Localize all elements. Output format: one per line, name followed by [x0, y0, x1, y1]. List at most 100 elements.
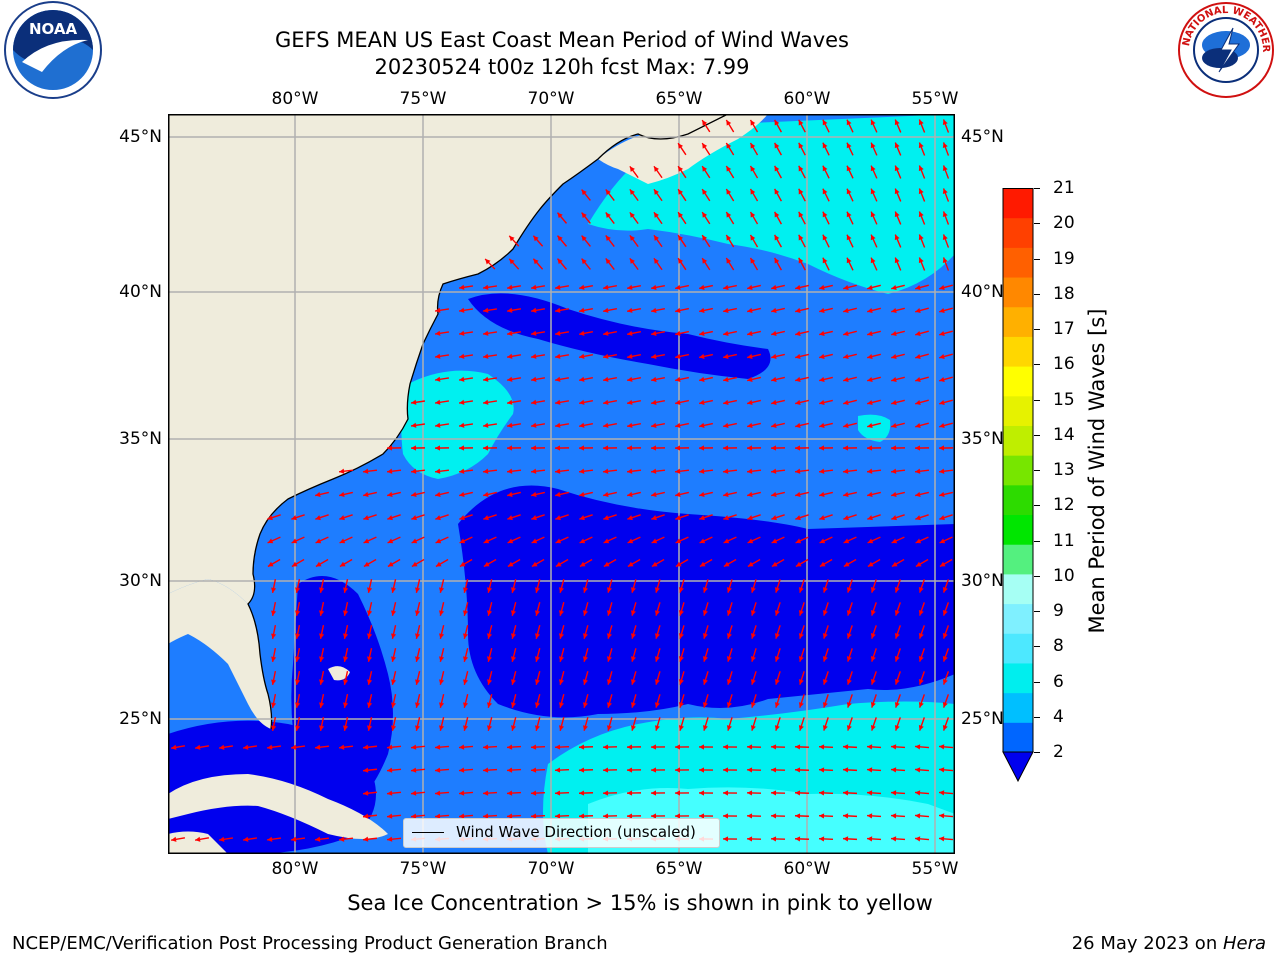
- direction-arrow: [726, 648, 733, 662]
- direction-arrow: [795, 536, 809, 544]
- direction-arrow: [894, 579, 901, 593]
- direction-arrow: [798, 165, 806, 179]
- direction-arrow: [698, 744, 714, 750]
- direction-arrow: [918, 257, 926, 271]
- direction-arrow: [774, 717, 781, 731]
- direction-arrow: [482, 284, 498, 290]
- direction-arrow: [702, 625, 709, 639]
- direction-arrow: [891, 376, 905, 383]
- direction-arrow: [749, 257, 759, 271]
- direction-arrow: [482, 813, 498, 819]
- direction-arrow: [818, 445, 834, 451]
- direction-arrow: [723, 514, 737, 521]
- direction-arrow: [362, 744, 378, 750]
- direction-arrow: [891, 491, 905, 497]
- direction-arrow: [650, 422, 666, 428]
- direction-arrow: [870, 257, 878, 271]
- direction-arrow: [626, 744, 642, 750]
- direction-arrow: [458, 399, 474, 405]
- direction-arrow: [939, 514, 953, 521]
- direction-arrow: [510, 579, 517, 593]
- direction-arrow: [866, 445, 882, 451]
- land-caribbean: [168, 831, 228, 854]
- direction-arrow: [319, 602, 325, 616]
- direction-arrow: [439, 648, 445, 662]
- direction-arrow: [819, 422, 833, 428]
- direction-arrow: [918, 602, 926, 616]
- direction-arrow: [650, 744, 666, 750]
- direction-arrow: [699, 514, 713, 521]
- direction-arrow: [750, 671, 757, 685]
- direction-arrow: [938, 468, 954, 474]
- direction-arrow: [918, 694, 926, 708]
- direction-arrow: [486, 579, 493, 593]
- direction-arrow: [626, 376, 642, 382]
- top-lon-label: 55°W: [911, 89, 959, 109]
- direction-arrow: [581, 258, 591, 270]
- direction-arrow: [391, 579, 397, 593]
- direction-arrow: [822, 211, 830, 225]
- direction-arrow: [170, 744, 186, 750]
- direction-arrow: [747, 284, 761, 290]
- direction-arrow: [822, 625, 829, 639]
- direction-arrow: [290, 836, 306, 842]
- colorbar-segment: [1003, 514, 1033, 545]
- direction-arrow: [508, 235, 520, 247]
- direction-arrow: [723, 491, 737, 497]
- direction-arrow: [319, 579, 325, 593]
- direction-arrow: [918, 717, 926, 731]
- footer-date: 26 May 2023 on Hera: [1072, 933, 1266, 954]
- direction-arrow: [819, 330, 833, 336]
- direction-arrow: [415, 602, 421, 616]
- direction-arrow: [891, 284, 905, 291]
- direction-arrow: [654, 625, 661, 639]
- direction-arrow: [582, 717, 589, 731]
- direction-arrow: [842, 836, 858, 842]
- direction-arrow: [630, 694, 637, 708]
- direction-arrow: [914, 813, 930, 819]
- direction-arrow: [725, 257, 735, 271]
- direction-arrow: [918, 648, 926, 662]
- direction-arrow: [747, 491, 761, 497]
- direction-arrow: [386, 790, 402, 796]
- direction-arrow: [654, 717, 661, 731]
- direction-arrow: [942, 234, 950, 248]
- direction-arrow: [894, 165, 902, 179]
- direction-arrow: [771, 491, 785, 497]
- direction-arrow: [939, 422, 953, 429]
- direction-arrow: [530, 468, 546, 474]
- direction-arrow: [626, 284, 642, 290]
- direction-arrow: [391, 602, 397, 616]
- colorbar-tick-label: 11: [1053, 530, 1075, 551]
- bottom-lon-label: 75°W: [399, 859, 447, 879]
- direction-arrow: [606, 625, 613, 639]
- land-cuba: [168, 774, 388, 839]
- direction-arrow: [434, 468, 450, 474]
- left-lat-label: 25°N: [119, 709, 162, 729]
- direction-arrow: [747, 422, 761, 428]
- direction-arrow: [554, 468, 570, 474]
- direction-arrow: [822, 188, 830, 202]
- direction-arrow: [578, 376, 594, 382]
- direction-arrow: [914, 445, 930, 451]
- direction-arrow: [434, 376, 450, 382]
- direction-arrow: [939, 376, 953, 383]
- direction-arrow: [554, 330, 570, 336]
- direction-arrow: [435, 558, 449, 568]
- direction-arrow: [653, 234, 663, 248]
- direction-arrow: [747, 514, 761, 521]
- direction-arrow: [363, 491, 377, 497]
- direction-arrow: [746, 790, 762, 796]
- direction-arrow: [866, 744, 882, 750]
- direction-arrow: [939, 558, 953, 568]
- direction-arrow: [846, 648, 853, 662]
- direction-arrow: [701, 211, 711, 225]
- direction-arrow: [582, 625, 589, 639]
- colorbar-tick-label: 20: [1053, 213, 1075, 234]
- direction-arrow: [582, 694, 589, 708]
- direction-arrow: [843, 284, 857, 290]
- direction-arrow: [699, 491, 713, 497]
- direction-arrow: [770, 744, 786, 750]
- direction-arrow: [867, 491, 881, 497]
- direction-arrow: [914, 836, 930, 842]
